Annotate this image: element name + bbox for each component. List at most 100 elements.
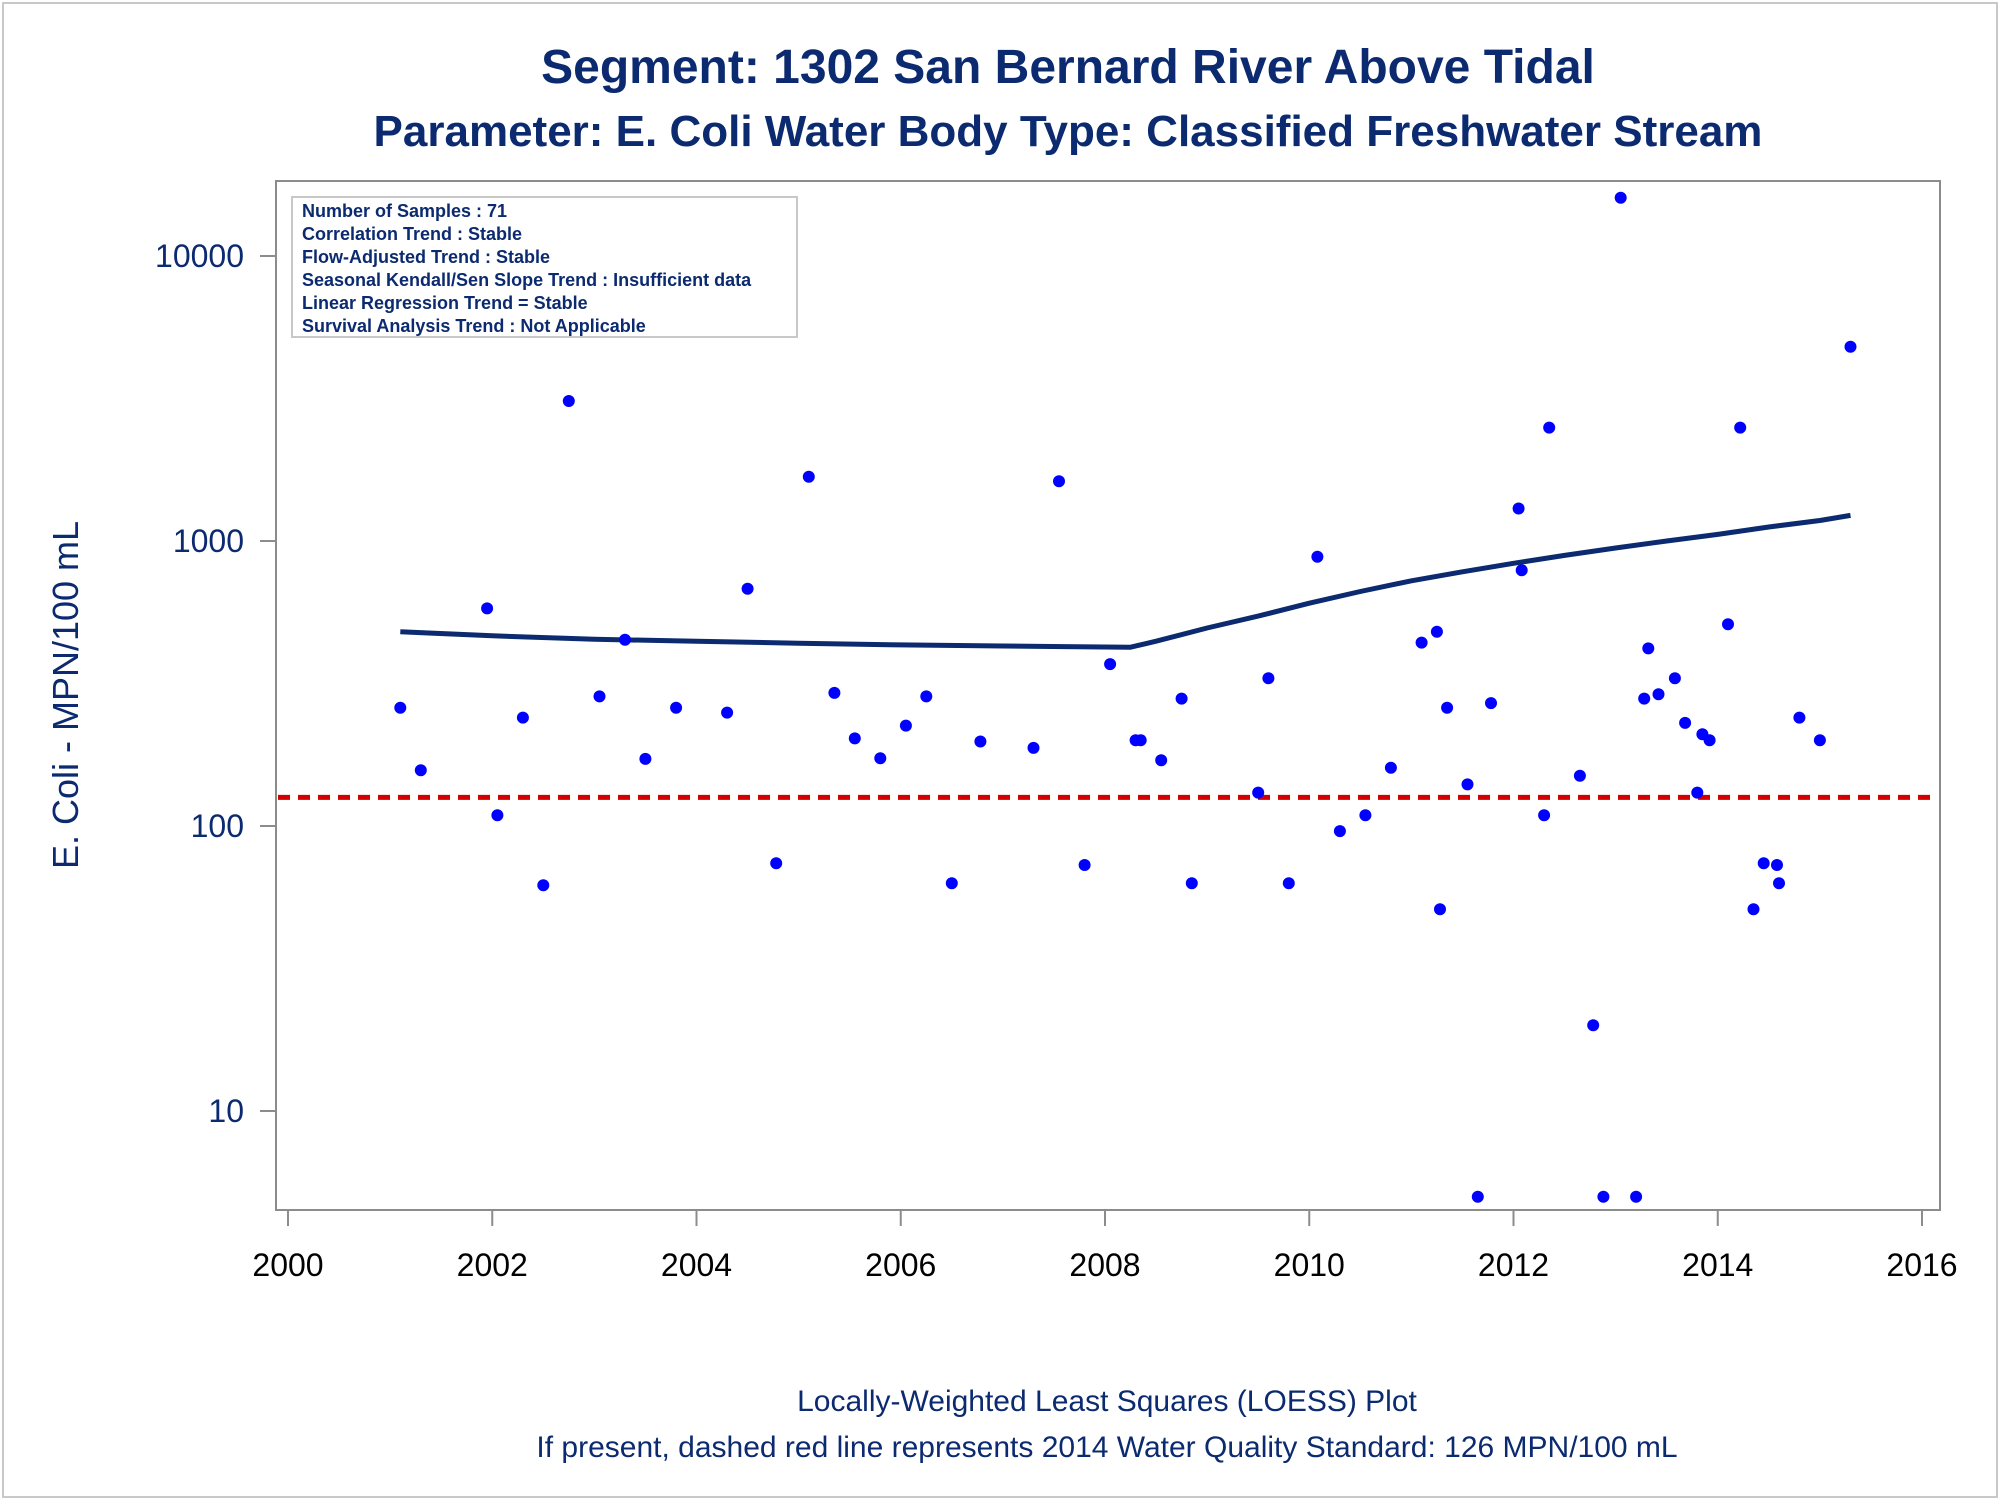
chart-subtitle: Parameter: E. Coli Water Body Type: Clas… [374, 107, 1763, 156]
data-point-31 [1252, 786, 1265, 799]
data-point-63 [1734, 421, 1747, 434]
data-point-9 [639, 752, 652, 765]
data-point-56 [1652, 688, 1665, 701]
data-point-62 [1722, 618, 1734, 631]
data-point-52 [1614, 191, 1627, 204]
x-tick-label-2012: 2012 [1478, 1247, 1549, 1283]
loess-layer [400, 512, 1851, 650]
points-layer [394, 191, 1857, 1203]
info-correlation-trend: Correlation Trend : Stable [302, 224, 522, 244]
data-point-59 [1691, 786, 1704, 799]
data-point-12 [741, 582, 754, 595]
data-point-35 [1333, 825, 1346, 838]
data-point-49 [1573, 769, 1586, 782]
data-point-7 [593, 690, 606, 703]
x-tick-label-2008: 2008 [1069, 1247, 1140, 1283]
data-point-40 [1434, 903, 1446, 916]
data-point-6 [562, 395, 575, 407]
y-tick-label-100: 100 [191, 808, 244, 844]
x-tick-label-2016: 2016 [1886, 1247, 1957, 1283]
data-point-38 [1415, 636, 1428, 649]
data-point-53 [1630, 1190, 1643, 1203]
data-point-67 [1773, 877, 1785, 890]
loess-line [400, 512, 1851, 650]
data-point-0 [394, 701, 407, 714]
data-point-36 [1359, 809, 1372, 822]
data-point-47 [1538, 809, 1551, 822]
data-point-33 [1282, 877, 1295, 890]
x-axis: 2000 2002 2004 2006 2008 2010 2012 2014 2016 [252, 1210, 1958, 1283]
info-box: Number of Samples : 71 Correlation Trend… [291, 196, 798, 338]
data-point-70 [1844, 340, 1857, 353]
info-flow-adjusted-trend: Flow-Adjusted Trend : Stable [302, 247, 550, 267]
data-point-39 [1430, 625, 1443, 638]
info-samples: Number of Samples : 71 [302, 201, 507, 221]
data-point-43 [1471, 1190, 1484, 1203]
data-point-32 [1262, 672, 1275, 685]
data-point-68 [1793, 711, 1806, 724]
data-point-50 [1587, 1019, 1600, 1032]
data-point-22 [1027, 741, 1040, 754]
data-point-46 [1515, 564, 1528, 577]
info-box-frame [291, 196, 798, 338]
data-point-55 [1642, 642, 1655, 655]
x-tick-label-2000: 2000 [252, 1247, 323, 1283]
info-linear-regression-trend: Linear Regression Trend = Stable [302, 293, 588, 313]
data-point-64 [1747, 903, 1760, 916]
data-point-69 [1813, 734, 1826, 747]
info-survival-analysis-trend: Survival Analysis Trend : Not Applicable [302, 316, 646, 336]
data-point-61 [1703, 734, 1716, 747]
data-point-30 [1185, 877, 1198, 890]
data-point-37 [1384, 761, 1397, 774]
data-point-29 [1175, 692, 1188, 705]
data-point-51 [1597, 1190, 1610, 1203]
data-point-5 [537, 879, 550, 892]
data-point-25 [1104, 658, 1117, 671]
data-point-20 [945, 877, 958, 890]
data-point-14 [802, 470, 815, 483]
y-tick-label-10: 10 [208, 1093, 244, 1129]
data-point-13 [770, 857, 783, 870]
data-point-41 [1441, 701, 1454, 714]
data-point-15 [828, 686, 841, 699]
data-point-44 [1485, 697, 1497, 710]
data-point-17 [874, 752, 887, 765]
footnote-loess: Locally-Weighted Least Squares (LOESS) P… [797, 1385, 1417, 1418]
data-point-18 [899, 719, 912, 732]
data-point-28 [1155, 754, 1168, 767]
data-point-1 [414, 764, 427, 777]
footnote-standard: If present, dashed red line represents 2… [536, 1431, 1677, 1464]
data-point-24 [1078, 859, 1091, 871]
info-seasonal-kendall-trend: Seasonal Kendall/Sen Slope Trend : Insuf… [302, 270, 752, 290]
data-point-2 [481, 602, 494, 615]
chart-title: Segment: 1302 San Bernard River Above Ti… [541, 41, 1595, 94]
data-point-65 [1757, 857, 1770, 870]
data-point-4 [516, 711, 529, 724]
data-point-48 [1543, 421, 1556, 434]
data-point-23 [1053, 475, 1065, 488]
x-tick-label-2004: 2004 [661, 1247, 732, 1283]
data-point-21 [974, 735, 987, 748]
data-point-45 [1512, 502, 1525, 515]
data-point-10 [670, 701, 683, 714]
y-axis: 10 100 1000 10000 [155, 238, 276, 1129]
data-point-27 [1134, 734, 1147, 747]
data-point-19 [920, 690, 933, 703]
data-point-42 [1461, 778, 1474, 791]
y-axis-label: E. Coli - MPN/100 mL [45, 521, 86, 869]
y-tick-label-10000: 10000 [155, 238, 244, 274]
data-point-11 [721, 706, 734, 719]
plot-area [275, 180, 1941, 1211]
y-tick-label-1000: 1000 [173, 523, 244, 559]
data-point-3 [491, 809, 504, 822]
data-point-34 [1311, 550, 1324, 563]
data-point-54 [1638, 692, 1651, 705]
data-point-58 [1679, 716, 1692, 729]
x-tick-label-2010: 2010 [1274, 1247, 1345, 1283]
x-tick-label-2014: 2014 [1682, 1247, 1753, 1283]
x-tick-label-2002: 2002 [457, 1247, 528, 1283]
data-point-57 [1668, 672, 1681, 685]
x-tick-label-2006: 2006 [865, 1247, 936, 1283]
